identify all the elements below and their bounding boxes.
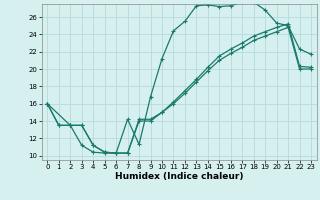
- X-axis label: Humidex (Indice chaleur): Humidex (Indice chaleur): [115, 172, 244, 181]
